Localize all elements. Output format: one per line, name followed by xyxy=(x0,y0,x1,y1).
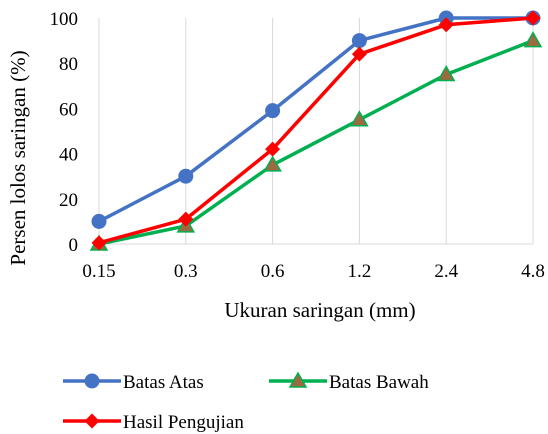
data-point xyxy=(525,10,541,26)
y-tick-label: 40 xyxy=(59,145,78,166)
series-line xyxy=(98,16,533,223)
legend: Batas Atas Batas Bawah Hasil Pengujian xyxy=(63,371,429,433)
y-tick-label: 0 xyxy=(69,235,79,256)
legend-label: Batas Atas xyxy=(123,372,204,393)
data-point xyxy=(350,110,369,127)
legend-item: Batas Atas xyxy=(63,372,204,393)
data-point xyxy=(263,155,282,172)
y-tick-label: 60 xyxy=(59,99,78,120)
x-tick-label: 4.8 xyxy=(521,261,545,282)
legend-item: Batas Bawah xyxy=(269,371,429,393)
data-point xyxy=(91,235,107,251)
data-point xyxy=(91,213,107,229)
x-axis-title: Ukuran saringan (mm) xyxy=(224,298,415,322)
y-tick-label: 100 xyxy=(50,9,79,30)
y-tick-label: 80 xyxy=(59,54,78,75)
data-point xyxy=(351,33,367,49)
data-point xyxy=(265,141,281,157)
series-line xyxy=(98,38,534,246)
grid xyxy=(98,18,534,245)
x-tick-label: 1.2 xyxy=(348,261,372,282)
data-point xyxy=(438,17,454,33)
y-axis-title: Persen lolos saringan (%) xyxy=(6,50,30,265)
legend-label: Batas Bawah xyxy=(329,372,429,393)
data-point xyxy=(265,103,281,119)
legend-item: Hasil Pengujian xyxy=(63,412,244,433)
x-tick-label: 0.6 xyxy=(261,261,285,282)
legend-marker xyxy=(288,371,308,388)
x-tick-label: 0.15 xyxy=(82,261,115,282)
data-point xyxy=(436,64,456,82)
data-point xyxy=(523,31,543,48)
legend-label: Hasil Pengujian xyxy=(123,412,244,433)
x-axis-ticks: 0.15 0.3 0.6 1.2 2.4 4.8 xyxy=(82,261,545,282)
series-hasil-pengujian xyxy=(91,10,541,251)
data-point xyxy=(351,46,367,62)
x-tick-label: 2.4 xyxy=(434,261,458,282)
plot-area xyxy=(89,10,543,251)
series-batas-atas xyxy=(91,10,541,229)
legend-marker xyxy=(84,373,100,389)
series-batas-bawah xyxy=(89,31,543,251)
y-tick-label: 20 xyxy=(59,190,78,211)
data-point xyxy=(178,211,194,227)
series-line xyxy=(98,16,534,245)
data-point xyxy=(178,168,194,184)
x-tick-label: 0.3 xyxy=(174,261,198,282)
y-axis-ticks: 0 20 40 60 80 100 xyxy=(50,9,79,256)
legend-marker xyxy=(84,413,100,429)
